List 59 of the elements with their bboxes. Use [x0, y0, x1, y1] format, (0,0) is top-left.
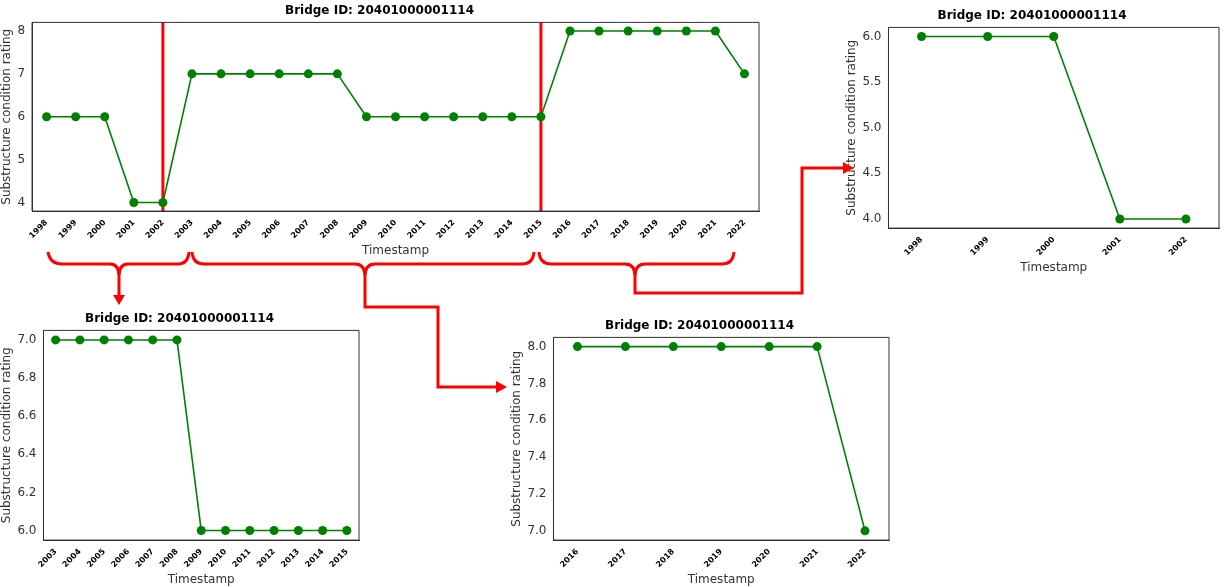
y-tick-label: 6.8: [17, 370, 37, 385]
y-tick-label: 6.0: [862, 28, 882, 43]
point: [565, 26, 575, 36]
x-axis-title: Timestamp: [361, 242, 430, 257]
point: [158, 197, 168, 207]
y-tick-label: 6.6: [17, 408, 37, 423]
y-tick-label: 4.5: [862, 165, 882, 180]
point: [739, 69, 749, 79]
point: [129, 197, 139, 207]
y-tick-label: 7.4: [527, 449, 547, 464]
y-tick-label: 6.2: [17, 484, 37, 499]
y-tick-label: 5.5: [862, 74, 882, 89]
point: [623, 26, 633, 36]
point: [594, 26, 604, 36]
point: [507, 112, 517, 122]
y-axis-title: Substructure condition rating: [0, 347, 14, 524]
chart-title: Bridge ID: 20401000001114: [85, 311, 274, 326]
point: [391, 112, 401, 122]
y-tick-label: 5: [17, 151, 26, 166]
y-tick-label: 6.0: [17, 522, 37, 537]
x-axis-title: Timestamp: [1019, 259, 1088, 274]
point: [303, 69, 313, 79]
point: [361, 112, 371, 122]
point: [681, 26, 691, 36]
y-tick-label: 7.8: [527, 375, 547, 390]
point: [245, 69, 255, 79]
y-axis-title: Substructure condition rating: [844, 39, 859, 216]
y-axis-title: Substructure condition rating: [509, 350, 524, 527]
point: [42, 112, 52, 122]
x-axis-title: Timestamp: [686, 571, 755, 586]
point: [652, 26, 662, 36]
point: [216, 69, 226, 79]
y-tick-label: 7.0: [527, 522, 547, 537]
point: [274, 69, 284, 79]
chart-title: Bridge ID: 20401000001114: [605, 318, 794, 333]
y-tick-label: 7.2: [527, 486, 547, 501]
chart-title: Bridge ID: 20401000001114: [285, 3, 474, 18]
point: [710, 26, 720, 36]
y-tick-label: 7: [17, 65, 26, 80]
y-tick-label: 7.0: [17, 332, 37, 347]
y-tick-label: 8: [17, 23, 26, 38]
y-tick-label: 4: [17, 194, 26, 209]
y-tick-label: 5.0: [862, 119, 882, 134]
point: [332, 69, 342, 79]
point: [536, 112, 546, 122]
point: [100, 112, 110, 122]
point: [478, 112, 488, 122]
y-tick-label: 6.4: [17, 446, 37, 461]
y-tick-label: 6: [17, 108, 26, 123]
point: [449, 112, 459, 122]
point: [71, 112, 81, 122]
point: [420, 112, 430, 122]
y-tick-label: 7.6: [527, 412, 547, 427]
point: [187, 69, 197, 79]
x-axis-title: Timestamp: [166, 571, 235, 586]
y-tick-label: 8.0: [527, 338, 547, 353]
y-axis-title: Substructure condition rating: [0, 28, 14, 205]
chart-title: Bridge ID: 20401000001114: [937, 8, 1127, 23]
y-tick-label: 4.0: [862, 211, 882, 226]
